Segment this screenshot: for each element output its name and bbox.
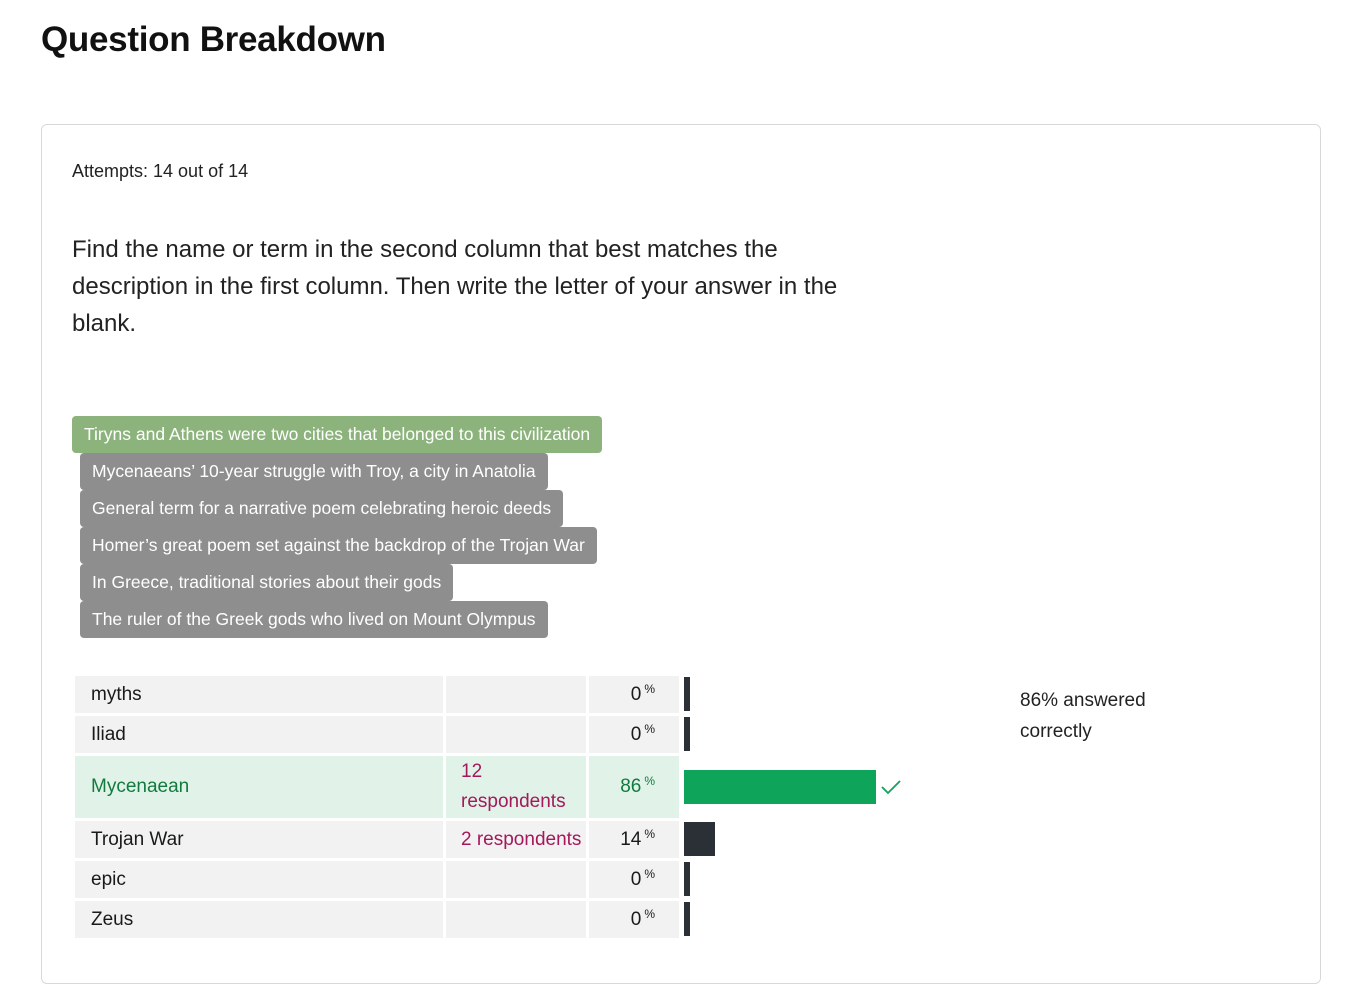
- answer-percent: 14%: [589, 821, 679, 858]
- answer-term: Mycenaean: [75, 756, 443, 818]
- prompt-chip: Homer’s great poem set against the backd…: [80, 527, 597, 564]
- page-title: Question Breakdown: [41, 20, 386, 59]
- prompt-chip-correct: Tiryns and Athens were two cities that b…: [72, 416, 603, 453]
- answer-term: myths: [75, 676, 443, 713]
- respondents-count: [446, 901, 586, 938]
- answer-percent: 0%: [589, 676, 679, 713]
- percent-bar: [684, 770, 876, 804]
- percent-sign: %: [644, 866, 655, 881]
- answer-term: Zeus: [75, 901, 443, 938]
- prompt-chip: In Greece, traditional stories about the…: [80, 564, 454, 601]
- prompt-chip: Mycenaeans’ 10-year struggle with Troy, …: [80, 453, 548, 490]
- percent-bar: [684, 822, 715, 856]
- answer-term: epic: [75, 861, 443, 898]
- percent-value: 14: [620, 828, 642, 850]
- answer-term: Iliad: [75, 716, 443, 753]
- percent-sign: %: [644, 721, 655, 736]
- respondents-count: 12 respondents: [446, 756, 586, 818]
- respondents-count: [446, 716, 586, 753]
- checkmark-icon: [878, 770, 904, 804]
- respondents-count: [446, 861, 586, 898]
- percent-sign: %: [644, 681, 655, 696]
- percent-sign: %: [644, 826, 655, 841]
- percent-value: 0: [630, 683, 642, 705]
- percent-bar: [684, 902, 690, 936]
- percent-sign: %: [644, 774, 655, 788]
- prompt-chip: The ruler of the Greek gods who lived on…: [80, 601, 548, 638]
- answer-percent: 0%: [589, 716, 679, 753]
- respondents-count: [446, 676, 586, 713]
- answer-term: Trojan War: [75, 821, 443, 858]
- percent-value: 0: [630, 908, 642, 930]
- respondents-count: 2 respondents: [446, 821, 586, 858]
- percent-value: 0: [630, 868, 642, 890]
- percent-bar: [684, 862, 690, 896]
- correct-summary: 86% answered correctly: [1020, 690, 1146, 742]
- percent-value: 86: [620, 776, 642, 797]
- prompt-chip: General term for a narrative poem celebr…: [80, 490, 564, 527]
- percent-bar: [684, 677, 690, 711]
- percent-value: 0: [630, 723, 642, 745]
- percent-sign: %: [644, 906, 655, 921]
- question-text: Find the name or term in the second colu…: [72, 236, 838, 337]
- answer-percent: 86%: [589, 756, 679, 818]
- answer-percent: 0%: [589, 901, 679, 938]
- attempts-count: Attempts: 14 out of 14: [72, 161, 249, 181]
- percent-bar: [684, 717, 690, 751]
- answer-percent: 0%: [589, 861, 679, 898]
